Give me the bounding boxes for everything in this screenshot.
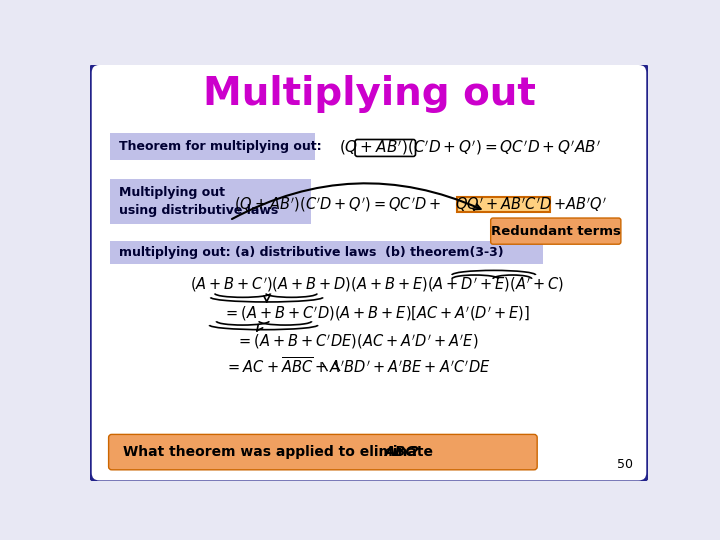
Text: 50: 50 [616, 458, 632, 471]
Text: $+ AB'Q'$: $+ AB'Q'$ [554, 195, 608, 214]
Text: What theorem was applied to eliminate: What theorem was applied to eliminate [122, 445, 438, 459]
Text: $(Q + AB')(C'D + Q') = QC'D +$: $(Q + AB')(C'D + Q') = QC'D +$ [234, 195, 441, 214]
Text: Multiplying out: Multiplying out [202, 75, 536, 113]
Text: Redundant terms: Redundant terms [491, 225, 621, 238]
FancyBboxPatch shape [457, 197, 550, 212]
FancyBboxPatch shape [110, 241, 544, 264]
Text: $=(A+B +C'D)(A+B +E)[AC + A'(D'+E)]$: $=(A+B +C'D)(A+B +E)[AC + A'(D'+E)]$ [223, 304, 530, 323]
FancyBboxPatch shape [109, 434, 537, 470]
Text: Theorem for multiplying out:: Theorem for multiplying out: [120, 140, 322, 153]
FancyBboxPatch shape [490, 218, 621, 244]
Text: $(A+B +C')(A+B +D)(A+B +E)(A+D'+E)(A'+C)$: $(A+B +C')(A+B +D)(A+B +E)(A+D'+E)(A'+C)… [189, 275, 564, 294]
Text: Multiplying out
using distributive laws: Multiplying out using distributive laws [120, 186, 279, 218]
Text: multiplying out: (a) distributive laws  (b) theorem(3-3): multiplying out: (a) distributive laws (… [120, 246, 504, 259]
FancyBboxPatch shape [110, 179, 311, 224]
FancyBboxPatch shape [90, 63, 648, 482]
Text: ABC: ABC [384, 445, 416, 459]
Text: $=(A+B +C'DE)(AC + A'D' + A'E)$: $=(A+B +C'DE)(AC + A'D' + A'E)$ [236, 333, 479, 352]
FancyBboxPatch shape [110, 132, 315, 160]
Text: ?: ? [406, 445, 419, 459]
Text: $= AC + \overline{ABC} + A'BD' + A'BE + A'C'DE$: $= AC + \overline{ABC} + A'BD' + A'BE + … [225, 356, 490, 377]
Text: $QQ'+AB'C'D$: $QQ'+AB'C'D$ [455, 195, 552, 214]
Text: $(Q + AB')(C'D + Q') = QC'D + Q'AB'$: $(Q + AB')(C'D + Q') = QC'D + Q'AB'$ [339, 139, 600, 157]
